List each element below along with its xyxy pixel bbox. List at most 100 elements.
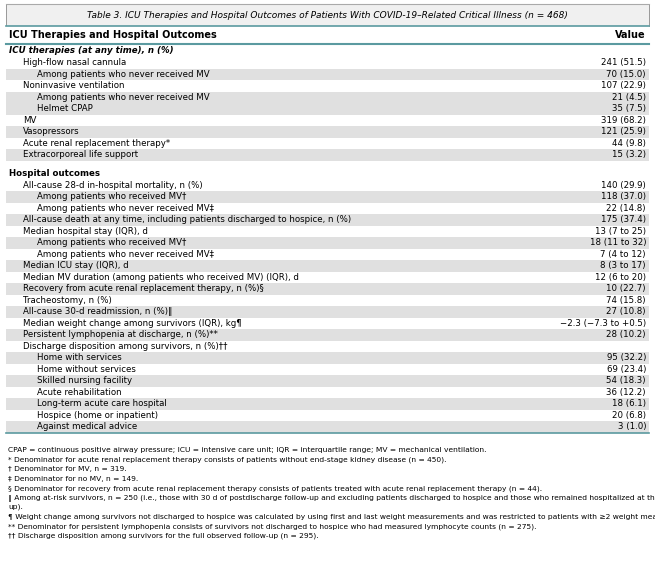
Text: Among patients who never received MV: Among patients who never received MV bbox=[37, 70, 210, 79]
Text: Noninvasive ventilation: Noninvasive ventilation bbox=[23, 81, 124, 90]
Text: 22 (14.8): 22 (14.8) bbox=[607, 204, 646, 213]
Text: Helmet CPAP: Helmet CPAP bbox=[37, 104, 93, 113]
Text: Median hospital stay (IQR), d: Median hospital stay (IQR), d bbox=[23, 227, 148, 236]
Bar bbox=[6, 57, 649, 69]
Text: High-flow nasal cannula: High-flow nasal cannula bbox=[23, 58, 126, 67]
Text: Against medical advice: Against medical advice bbox=[37, 423, 138, 431]
Text: 10 (22.7): 10 (22.7) bbox=[607, 284, 646, 293]
Text: Home without services: Home without services bbox=[37, 365, 136, 374]
Bar bbox=[6, 340, 649, 352]
Bar bbox=[6, 421, 649, 432]
Bar bbox=[6, 69, 649, 80]
Text: 70 (15.0): 70 (15.0) bbox=[607, 70, 646, 79]
Bar bbox=[6, 4, 649, 26]
Text: Median ICU stay (IQR), d: Median ICU stay (IQR), d bbox=[23, 261, 128, 271]
Text: 140 (29.9): 140 (29.9) bbox=[601, 181, 646, 190]
Text: ** Denominator for persistent lymphopenia consists of survivors not discharged t: ** Denominator for persistent lymphopeni… bbox=[8, 523, 536, 529]
Bar bbox=[6, 364, 649, 375]
Text: Among patients who never received MV‡: Among patients who never received MV‡ bbox=[37, 250, 214, 259]
Text: Acute rehabilitation: Acute rehabilitation bbox=[37, 388, 122, 397]
Text: Median weight change among survivors (IQR), kg¶: Median weight change among survivors (IQ… bbox=[23, 318, 242, 328]
Text: All-cause 30-d readmission, n (%)‖: All-cause 30-d readmission, n (%)‖ bbox=[23, 307, 172, 316]
Text: Vasopressors: Vasopressors bbox=[23, 127, 80, 136]
Bar bbox=[6, 375, 649, 387]
Text: 18 (6.1): 18 (6.1) bbox=[612, 399, 646, 408]
Text: 20 (6.8): 20 (6.8) bbox=[612, 411, 646, 420]
Text: Among patients who never received MV‡: Among patients who never received MV‡ bbox=[37, 204, 214, 213]
Bar bbox=[6, 295, 649, 306]
Bar bbox=[6, 191, 649, 202]
Bar bbox=[6, 44, 649, 57]
Bar bbox=[6, 409, 649, 421]
Text: Median MV duration (among patients who received MV) (IQR), d: Median MV duration (among patients who r… bbox=[23, 273, 299, 281]
Text: Hospital outcomes: Hospital outcomes bbox=[9, 169, 100, 177]
Bar bbox=[6, 225, 649, 237]
Text: 118 (37.0): 118 (37.0) bbox=[601, 192, 646, 201]
Text: † Denominator for MV, n = 319.: † Denominator for MV, n = 319. bbox=[8, 466, 126, 472]
Text: Acute renal replacement therapy*: Acute renal replacement therapy* bbox=[23, 139, 170, 148]
Bar bbox=[6, 91, 649, 103]
Bar bbox=[6, 202, 649, 214]
Text: 54 (18.3): 54 (18.3) bbox=[607, 376, 646, 386]
Text: Table 3. ICU Therapies and Hospital Outcomes of Patients With COVID-19–Related C: Table 3. ICU Therapies and Hospital Outc… bbox=[87, 10, 568, 20]
Bar bbox=[6, 80, 649, 91]
Text: ‡ Denominator for no MV, n = 149.: ‡ Denominator for no MV, n = 149. bbox=[8, 476, 138, 481]
Text: 175 (37.4): 175 (37.4) bbox=[601, 215, 646, 224]
Text: Tracheostomy, n (%): Tracheostomy, n (%) bbox=[23, 296, 112, 305]
Text: 74 (15.8): 74 (15.8) bbox=[607, 296, 646, 305]
Bar bbox=[6, 161, 649, 166]
Text: −2.3 (−7.3 to +0.5): −2.3 (−7.3 to +0.5) bbox=[560, 318, 646, 328]
Text: 36 (12.2): 36 (12.2) bbox=[607, 388, 646, 397]
Text: up).: up). bbox=[8, 504, 23, 510]
Bar bbox=[6, 387, 649, 398]
Text: ICU therapies (at any time), n (%): ICU therapies (at any time), n (%) bbox=[9, 46, 174, 55]
Text: Hospice (home or inpatient): Hospice (home or inpatient) bbox=[37, 411, 158, 420]
Bar bbox=[6, 317, 649, 329]
Text: 95 (32.2): 95 (32.2) bbox=[607, 353, 646, 362]
Text: Long-term acute care hospital: Long-term acute care hospital bbox=[37, 399, 167, 408]
Text: Persistent lymphopenia at discharge, n (%)**: Persistent lymphopenia at discharge, n (… bbox=[23, 330, 218, 339]
Bar bbox=[6, 180, 649, 191]
Bar bbox=[6, 283, 649, 295]
Text: 7 (4 to 12): 7 (4 to 12) bbox=[601, 250, 646, 259]
Bar bbox=[6, 166, 649, 180]
Bar bbox=[6, 114, 649, 126]
Bar bbox=[6, 249, 649, 260]
Text: 8 (3 to 17): 8 (3 to 17) bbox=[601, 261, 646, 271]
Text: * Denominator for acute renal replacement therapy consists of patients without e: * Denominator for acute renal replacemen… bbox=[8, 457, 447, 463]
Text: Recovery from acute renal replacement therapy, n (%)§: Recovery from acute renal replacement th… bbox=[23, 284, 264, 293]
Text: Extracorporeal life support: Extracorporeal life support bbox=[23, 150, 138, 160]
Text: 18 (11 to 32): 18 (11 to 32) bbox=[590, 238, 646, 247]
Text: ¶ Weight change among survivors not discharged to hospice was calculated by usin: ¶ Weight change among survivors not disc… bbox=[8, 513, 655, 520]
Bar bbox=[6, 103, 649, 114]
Text: All-cause 28-d in-hospital mortality, n (%): All-cause 28-d in-hospital mortality, n … bbox=[23, 181, 202, 190]
Bar bbox=[6, 26, 649, 44]
Text: Discharge disposition among survivors, n (%)††: Discharge disposition among survivors, n… bbox=[23, 342, 227, 351]
Text: Home with services: Home with services bbox=[37, 353, 122, 362]
Bar bbox=[6, 149, 649, 161]
Text: 69 (23.4): 69 (23.4) bbox=[607, 365, 646, 374]
Text: 12 (6 to 20): 12 (6 to 20) bbox=[595, 273, 646, 281]
Text: †† Discharge disposition among survivors for the full observed follow-up (n = 29: †† Discharge disposition among survivors… bbox=[8, 532, 318, 539]
Text: ‖ Among at-risk survivors, n = 250 (i.e., those with 30 d of postdischarge follo: ‖ Among at-risk survivors, n = 250 (i.e.… bbox=[8, 495, 655, 502]
Bar bbox=[6, 398, 649, 409]
Bar bbox=[6, 260, 649, 272]
Bar bbox=[6, 272, 649, 283]
Text: 107 (22.9): 107 (22.9) bbox=[601, 81, 646, 90]
Text: Skilled nursing facility: Skilled nursing facility bbox=[37, 376, 132, 386]
Bar bbox=[6, 352, 649, 364]
Bar bbox=[6, 237, 649, 249]
Text: ICU Therapies and Hospital Outcomes: ICU Therapies and Hospital Outcomes bbox=[9, 30, 217, 40]
Text: 15 (3.2): 15 (3.2) bbox=[612, 150, 646, 160]
Text: CPAP = continuous positive airway pressure; ICU = intensive care unit; IQR = int: CPAP = continuous positive airway pressu… bbox=[8, 447, 487, 453]
Text: 13 (7 to 25): 13 (7 to 25) bbox=[595, 227, 646, 236]
Text: § Denominator for recovery from acute renal replacement therapy consists of pati: § Denominator for recovery from acute re… bbox=[8, 485, 542, 491]
Text: Among patients who received MV†: Among patients who received MV† bbox=[37, 238, 187, 247]
Bar bbox=[6, 329, 649, 340]
Text: Among patients who never received MV: Among patients who never received MV bbox=[37, 92, 210, 102]
Bar bbox=[6, 214, 649, 225]
Text: 44 (9.8): 44 (9.8) bbox=[612, 139, 646, 148]
Text: 21 (4.5): 21 (4.5) bbox=[612, 92, 646, 102]
Text: 241 (51.5): 241 (51.5) bbox=[601, 58, 646, 67]
Bar bbox=[6, 138, 649, 149]
